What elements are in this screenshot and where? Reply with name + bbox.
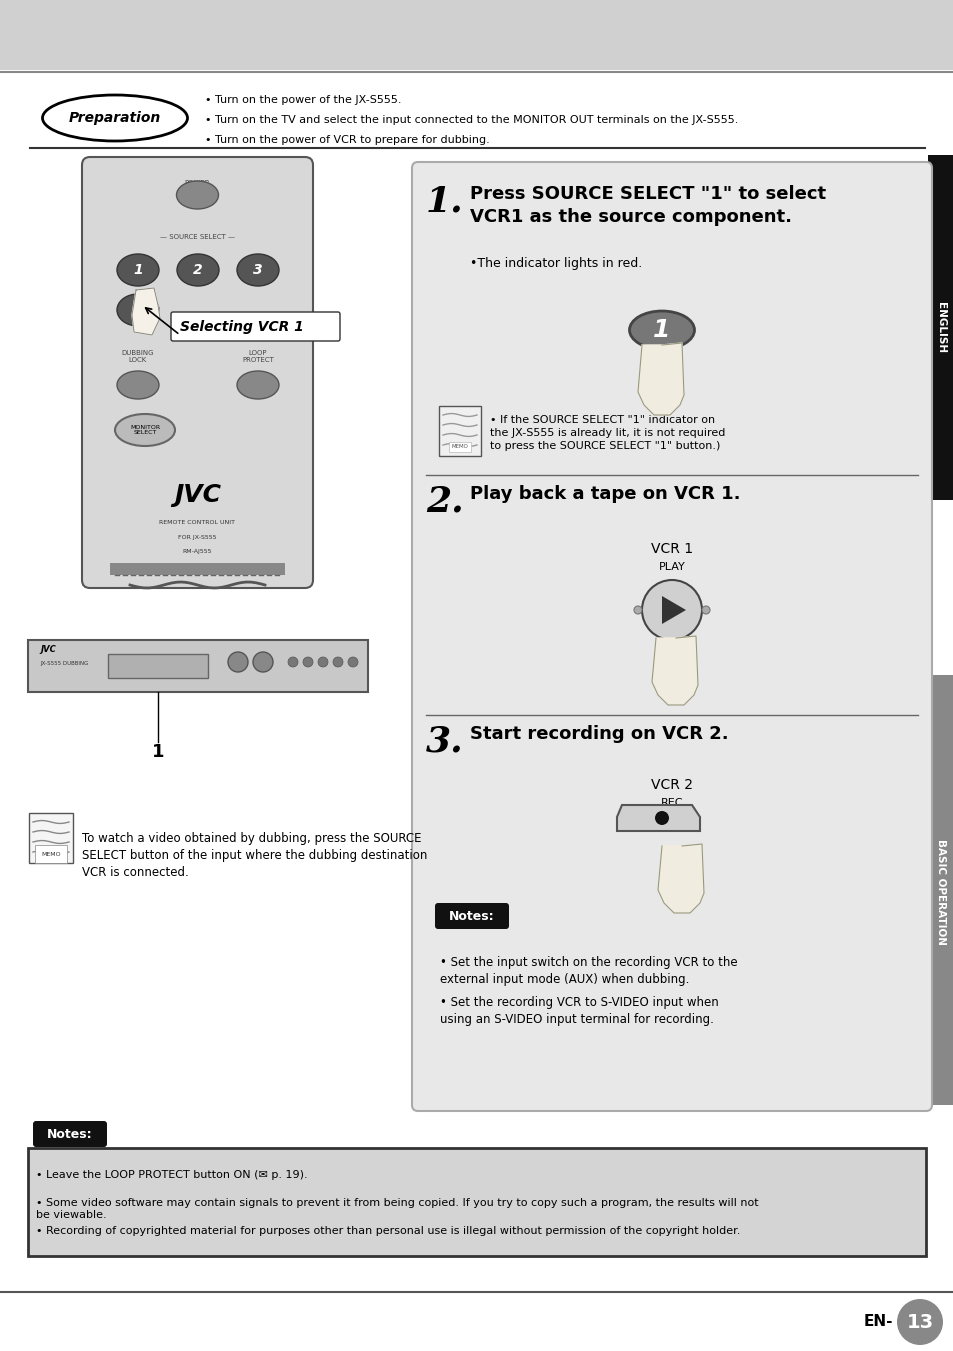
Text: ENGLISH: ENGLISH xyxy=(935,303,945,354)
Text: VCR 1: VCR 1 xyxy=(650,542,692,557)
Text: Selecting VCR 1: Selecting VCR 1 xyxy=(180,320,303,334)
Text: 13: 13 xyxy=(905,1313,933,1332)
Text: To watch a video obtained by dubbing, press the SOURCE
SELECT button of the inpu: To watch a video obtained by dubbing, pr… xyxy=(82,832,427,880)
FancyBboxPatch shape xyxy=(0,0,953,70)
Text: PLAY: PLAY xyxy=(658,562,684,571)
Text: • Set the input switch on the recording VCR to the
external input mode (AUX) whe: • Set the input switch on the recording … xyxy=(439,957,737,985)
Text: Notes:: Notes: xyxy=(47,1128,92,1140)
Circle shape xyxy=(641,580,701,640)
Circle shape xyxy=(655,811,668,825)
Polygon shape xyxy=(617,805,700,831)
Text: JX-S555 DUBBING: JX-S555 DUBBING xyxy=(40,662,89,666)
Text: FOR JX-S555: FOR JX-S555 xyxy=(178,535,216,539)
Polygon shape xyxy=(658,844,703,913)
Text: — SOURCE SELECT —: — SOURCE SELECT — xyxy=(160,234,234,240)
Text: 1: 1 xyxy=(133,263,143,277)
Text: Start recording on VCR 2.: Start recording on VCR 2. xyxy=(470,725,728,743)
Text: 3.: 3. xyxy=(426,725,463,759)
FancyBboxPatch shape xyxy=(29,813,73,863)
Text: JVC: JVC xyxy=(173,484,221,507)
Text: • Recording of copyrighted material for purposes other than personal use is ille: • Recording of copyrighted material for … xyxy=(36,1225,740,1236)
Text: • Turn on the power of VCR to prepare for dubbing.: • Turn on the power of VCR to prepare fo… xyxy=(205,135,489,145)
Ellipse shape xyxy=(629,311,694,349)
Text: VCR 2: VCR 2 xyxy=(650,778,692,792)
Text: • Turn on the power of the JX-S555.: • Turn on the power of the JX-S555. xyxy=(205,95,401,105)
Circle shape xyxy=(228,653,248,671)
FancyBboxPatch shape xyxy=(927,676,953,1105)
Circle shape xyxy=(896,1300,942,1346)
Text: LOOP
PROTECT: LOOP PROTECT xyxy=(242,350,274,363)
FancyBboxPatch shape xyxy=(33,1121,107,1147)
Circle shape xyxy=(317,657,328,667)
Text: • If the SOURCE SELECT "1" indicator on
the JX-S555 is already lit, it is not re: • If the SOURCE SELECT "1" indicator on … xyxy=(490,415,724,451)
Text: Preparation: Preparation xyxy=(69,111,161,126)
Text: • Turn on the TV and select the input connected to the MONITOR OUT terminals on : • Turn on the TV and select the input co… xyxy=(205,115,738,126)
Text: Press SOURCE SELECT "1" to select
VCR1 as the source component.: Press SOURCE SELECT "1" to select VCR1 a… xyxy=(470,185,825,226)
FancyBboxPatch shape xyxy=(435,902,509,929)
Text: BASIC OPERATION: BASIC OPERATION xyxy=(935,839,945,944)
Text: 2.: 2. xyxy=(426,485,463,519)
Text: RM-AJ555: RM-AJ555 xyxy=(183,549,212,554)
FancyBboxPatch shape xyxy=(428,915,915,1092)
Text: 2: 2 xyxy=(193,263,203,277)
Ellipse shape xyxy=(117,372,159,399)
Text: 1.: 1. xyxy=(426,185,463,219)
FancyBboxPatch shape xyxy=(438,407,480,457)
Ellipse shape xyxy=(115,413,174,446)
Text: • Some video software may contain signals to prevent it from being copied. If yo: • Some video software may contain signal… xyxy=(36,1198,758,1220)
FancyBboxPatch shape xyxy=(28,640,368,692)
Ellipse shape xyxy=(176,181,218,209)
FancyBboxPatch shape xyxy=(110,563,285,576)
Ellipse shape xyxy=(43,95,188,141)
Text: Play back a tape on VCR 1.: Play back a tape on VCR 1. xyxy=(470,485,740,503)
Text: MEMO: MEMO xyxy=(451,444,468,450)
Text: 3: 3 xyxy=(253,263,262,277)
Ellipse shape xyxy=(177,254,219,286)
Circle shape xyxy=(288,657,297,667)
Circle shape xyxy=(701,607,709,613)
FancyBboxPatch shape xyxy=(412,162,931,1111)
Text: JVC: JVC xyxy=(40,646,55,654)
Ellipse shape xyxy=(236,372,278,399)
Circle shape xyxy=(333,657,343,667)
Text: •The indicator lights in red.: •The indicator lights in red. xyxy=(470,257,641,270)
Text: REMOTE CONTROL UNIT: REMOTE CONTROL UNIT xyxy=(159,520,235,526)
Ellipse shape xyxy=(117,295,159,326)
Ellipse shape xyxy=(236,254,278,286)
Text: REC: REC xyxy=(660,798,682,808)
Text: DUBBING
LOCK: DUBBING LOCK xyxy=(122,350,154,363)
Polygon shape xyxy=(661,596,685,624)
Text: MEMO: MEMO xyxy=(41,851,61,857)
Text: 1: 1 xyxy=(152,743,164,761)
FancyBboxPatch shape xyxy=(108,654,208,678)
Circle shape xyxy=(253,653,273,671)
Circle shape xyxy=(348,657,357,667)
Text: 4: 4 xyxy=(133,303,143,317)
Text: EN-: EN- xyxy=(862,1315,892,1329)
Circle shape xyxy=(303,657,313,667)
FancyBboxPatch shape xyxy=(927,155,953,500)
Circle shape xyxy=(634,607,641,613)
Ellipse shape xyxy=(117,254,159,286)
Text: MONITOR
SELECT: MONITOR SELECT xyxy=(130,424,160,435)
Text: 1: 1 xyxy=(653,317,670,342)
Text: POWER: POWER xyxy=(185,180,210,186)
FancyBboxPatch shape xyxy=(28,1148,925,1256)
FancyBboxPatch shape xyxy=(171,312,339,340)
Text: • Set the recording VCR to S-VIDEO input when
using an S-VIDEO input terminal fo: • Set the recording VCR to S-VIDEO input… xyxy=(439,996,718,1025)
FancyBboxPatch shape xyxy=(82,157,313,588)
Polygon shape xyxy=(638,343,683,415)
Polygon shape xyxy=(132,288,160,335)
Polygon shape xyxy=(651,636,698,705)
Text: • Leave the LOOP PROTECT button ON (✉ p. 19).: • Leave the LOOP PROTECT button ON (✉ p.… xyxy=(36,1170,307,1179)
Text: Notes:: Notes: xyxy=(449,909,495,923)
